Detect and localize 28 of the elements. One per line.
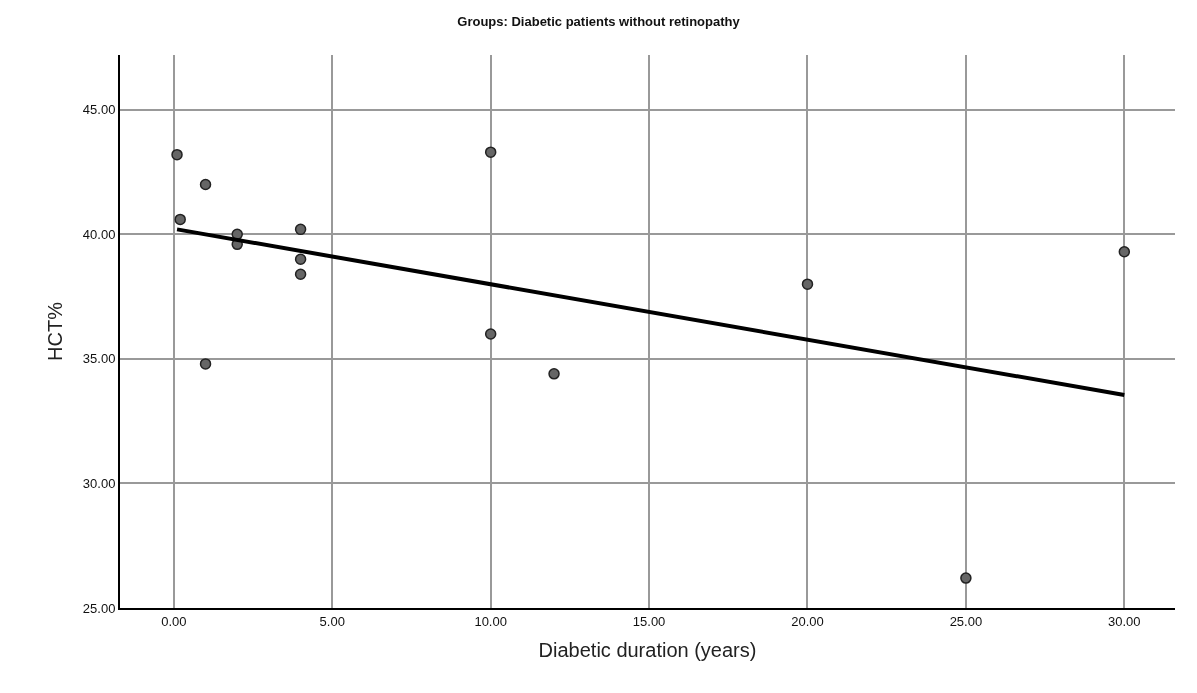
point [174, 213, 186, 226]
x-tick-label: 20.00 [791, 613, 824, 629]
x-tick-label: 25.00 [949, 613, 983, 629]
point [801, 278, 814, 290]
point [199, 178, 212, 191]
y-axis-title: HCT% [43, 301, 66, 361]
y-tick-label: 35.00 [82, 351, 116, 367]
point [294, 223, 307, 236]
y-tick-label: 30.00 [82, 476, 116, 491]
point [171, 148, 183, 161]
x-tick-label: 30.00 [1108, 613, 1141, 629]
point [484, 146, 497, 158]
x-tick-label: 10.00 [474, 613, 507, 629]
y-tick-label: 25.00 [82, 600, 116, 616]
x-tick-label: 0.00 [161, 613, 187, 629]
point [1118, 246, 1131, 258]
chart-title: Groups: Diabetic patients without retinopathy [457, 14, 741, 30]
point [548, 368, 560, 380]
y-tick-label: 45.00 [82, 102, 116, 118]
x-tick-label: 15.00 [632, 613, 666, 629]
point [294, 253, 307, 266]
y-tick-label: 40.00 [82, 226, 116, 242]
x-axis-title: Diabetic duration (years) [538, 638, 757, 661]
point [199, 358, 212, 370]
point [294, 268, 307, 280]
x-tick-label: 5.00 [319, 613, 345, 629]
point [484, 328, 497, 340]
point [960, 572, 972, 584]
